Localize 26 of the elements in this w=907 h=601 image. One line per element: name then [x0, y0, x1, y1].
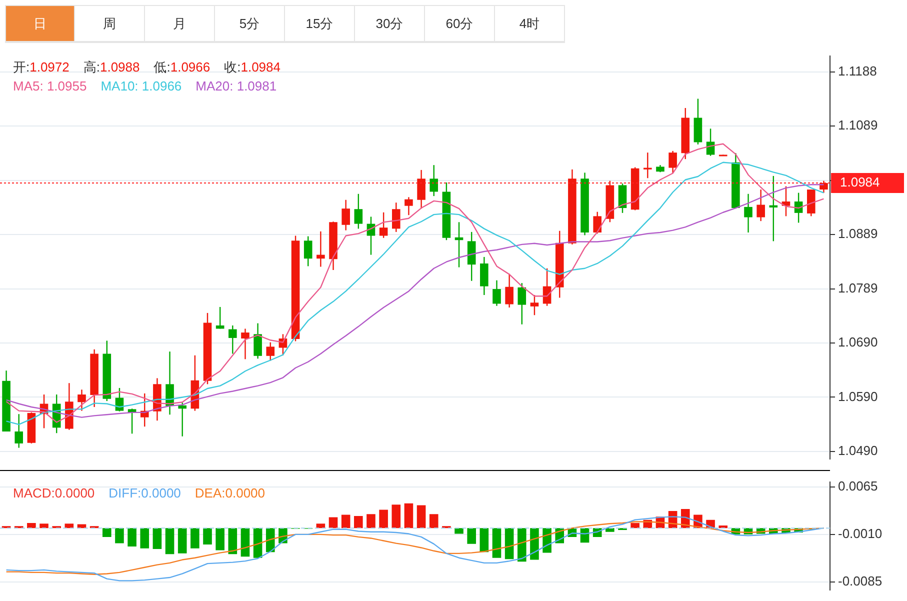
y-tick-label: 1.0789: [838, 280, 878, 296]
y-tick-label: 0.0065: [838, 478, 878, 494]
text: 日: [5, 5, 75, 42]
y-tick-label: 1.1188: [838, 64, 877, 79]
text: MA20: 1.0981: [196, 78, 277, 94]
text: 5分: [215, 5, 285, 42]
text: 30分: [355, 5, 425, 42]
text: 周: [75, 5, 145, 42]
y-tick-label: 1.0690: [838, 334, 878, 350]
chart-subtitle: 开:1.0972 高:1.0988 低:1.0966 收:1.0984: [13, 59, 280, 74]
y-tick-label: 1.0490: [838, 443, 878, 458]
text: DIFF:0.0000: [108, 485, 181, 500]
y-tick-label: 1.1089: [838, 118, 878, 133]
ref-line-label: 1.0984: [840, 174, 880, 190]
text: DEA:0.0000: [194, 485, 266, 500]
text: MA5: 1.0955: [13, 78, 87, 94]
y-tick-label: 1.0590: [838, 388, 878, 404]
y-tick-label: -0.0010: [838, 526, 882, 541]
text: MA10: 1.0966: [100, 78, 182, 94]
y-tick-label: -0.0085: [838, 574, 882, 589]
text: 4时: [495, 5, 565, 42]
y-tick-label: 1.0889: [838, 226, 878, 242]
series-label: MACD:0.0000: [13, 485, 95, 500]
text: 60分: [425, 5, 495, 42]
text: 15分: [285, 5, 355, 42]
text: 月: [145, 5, 215, 42]
